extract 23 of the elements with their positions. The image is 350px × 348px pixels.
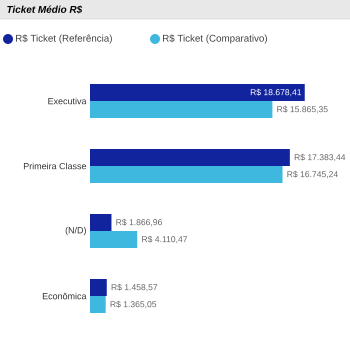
bar — [90, 149, 290, 166]
legend-label: R$ Ticket (Comparativo) — [163, 34, 268, 44]
data-label: R$ 15.865,35 — [277, 106, 328, 114]
data-label: R$ 17.383,44 — [294, 154, 346, 162]
data-label: R$ 1.458,57 — [112, 284, 158, 292]
data-label: R$ 1.365,05 — [110, 300, 156, 308]
legend-label: R$ Ticket (Referência) — [16, 34, 112, 44]
bar — [90, 279, 107, 296]
data-label: R$ 16.745,24 — [287, 170, 338, 178]
y-tick-label: Primeira Classe — [24, 162, 86, 170]
y-tick-label: Econômica — [42, 292, 86, 300]
bar — [90, 296, 106, 314]
data-label: R$ 4.110,47 — [142, 236, 188, 244]
bar — [90, 231, 138, 248]
bar — [90, 214, 112, 232]
y-tick-label: (N/D) — [66, 226, 86, 236]
bar — [90, 84, 305, 102]
chart-title: Ticket Médio R$ — [7, 5, 82, 14]
y-tick-label: Executiva — [48, 98, 86, 104]
bar — [90, 166, 283, 184]
data-label: R$ 18.678,41 — [250, 88, 302, 96]
bar — [90, 101, 272, 118]
data-label: R$ 1.866,96 — [116, 218, 162, 226]
